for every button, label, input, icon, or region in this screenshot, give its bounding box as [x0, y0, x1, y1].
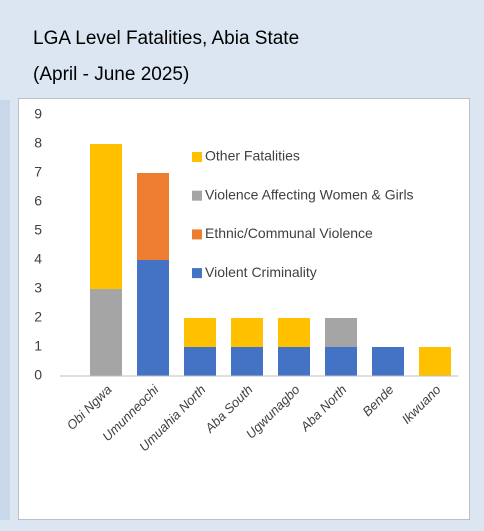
bar-segment [419, 347, 451, 376]
y-tick-label: 3 [34, 280, 42, 296]
y-tick-label: 8 [34, 135, 42, 151]
bar-segment [278, 347, 310, 376]
legend-swatch [192, 190, 202, 201]
bar-segment [137, 173, 169, 260]
y-tick-label: 6 [34, 193, 42, 209]
y-tick-label: 0 [34, 367, 42, 383]
y-tick-label: 7 [34, 164, 42, 180]
bar-segment [325, 318, 357, 347]
chart-subtitle: (April - June 2025) [33, 64, 189, 85]
bar-segment [278, 318, 310, 347]
legend-label: Ethnic/Communal Violence [205, 225, 373, 241]
bar-segment [184, 347, 216, 376]
legend-swatch [192, 152, 202, 162]
bar-segment [90, 289, 122, 376]
bar-segment [325, 347, 357, 376]
bar-segment [231, 347, 263, 376]
legend-label: Other Fatalities [205, 148, 300, 164]
legend-label: Violence Affecting Women & Girls [205, 186, 414, 202]
y-tick-label: 4 [34, 251, 42, 267]
side-strip [0, 100, 10, 520]
legend-label: Violent Criminality [205, 264, 317, 280]
bar-segment [184, 318, 216, 347]
legend-swatch [192, 229, 202, 240]
bar-segment [90, 144, 122, 289]
bar-segment [137, 260, 169, 376]
chart-title: LGA Level Fatalities, Abia State [33, 28, 299, 49]
bar-segment [372, 347, 404, 376]
y-tick-label: 9 [34, 106, 42, 122]
y-tick-label: 5 [34, 222, 42, 238]
bar-segment [231, 318, 263, 347]
y-tick-label: 2 [34, 309, 42, 325]
y-tick-label: 1 [34, 338, 42, 354]
legend-swatch [192, 268, 202, 279]
